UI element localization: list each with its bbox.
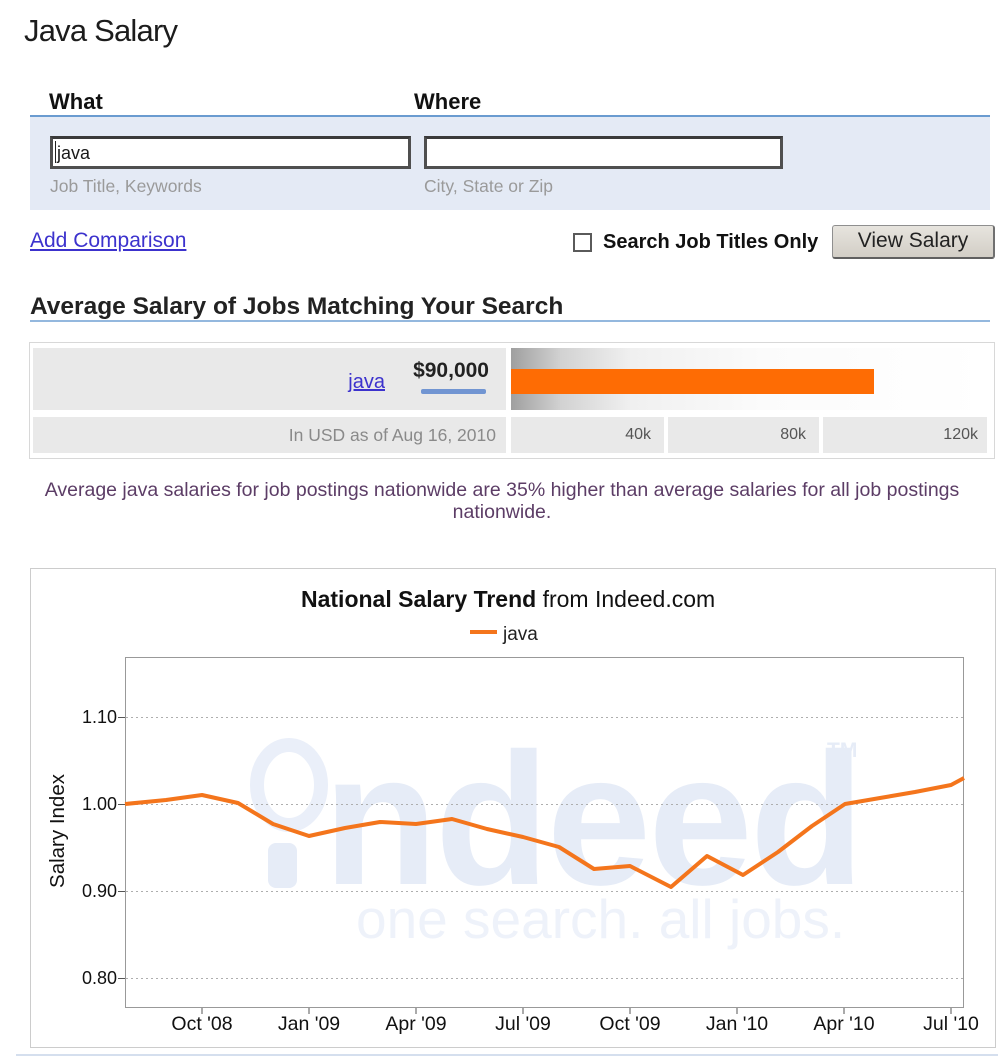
svg-text:Apr '10: Apr '10	[813, 1013, 874, 1035]
svg-text:Jan '09: Jan '09	[278, 1013, 340, 1035]
svg-text:ndeed: ndeed	[323, 714, 862, 924]
svg-text:0.90: 0.90	[82, 881, 117, 901]
svg-text:Jul '09: Jul '09	[495, 1013, 551, 1035]
svg-text:National Salary Trend from Ind: National Salary Trend from Indeed.com	[301, 586, 715, 612]
svg-text:1.10: 1.10	[82, 707, 117, 727]
svg-text:java: java	[502, 624, 538, 645]
svg-text:one search. all jobs.: one search. all jobs.	[356, 888, 845, 950]
svg-text:Apr '09: Apr '09	[385, 1013, 446, 1035]
svg-text:0.80: 0.80	[82, 968, 117, 988]
svg-text:Jul '10: Jul '10	[923, 1013, 979, 1035]
svg-text:Salary Index: Salary Index	[46, 773, 69, 888]
svg-text:Oct '09: Oct '09	[599, 1013, 660, 1035]
svg-text:Jan '10: Jan '10	[706, 1013, 768, 1035]
svg-text:TM: TM	[827, 739, 857, 762]
svg-text:1.00: 1.00	[82, 794, 117, 814]
svg-text:Oct '08: Oct '08	[171, 1013, 232, 1035]
